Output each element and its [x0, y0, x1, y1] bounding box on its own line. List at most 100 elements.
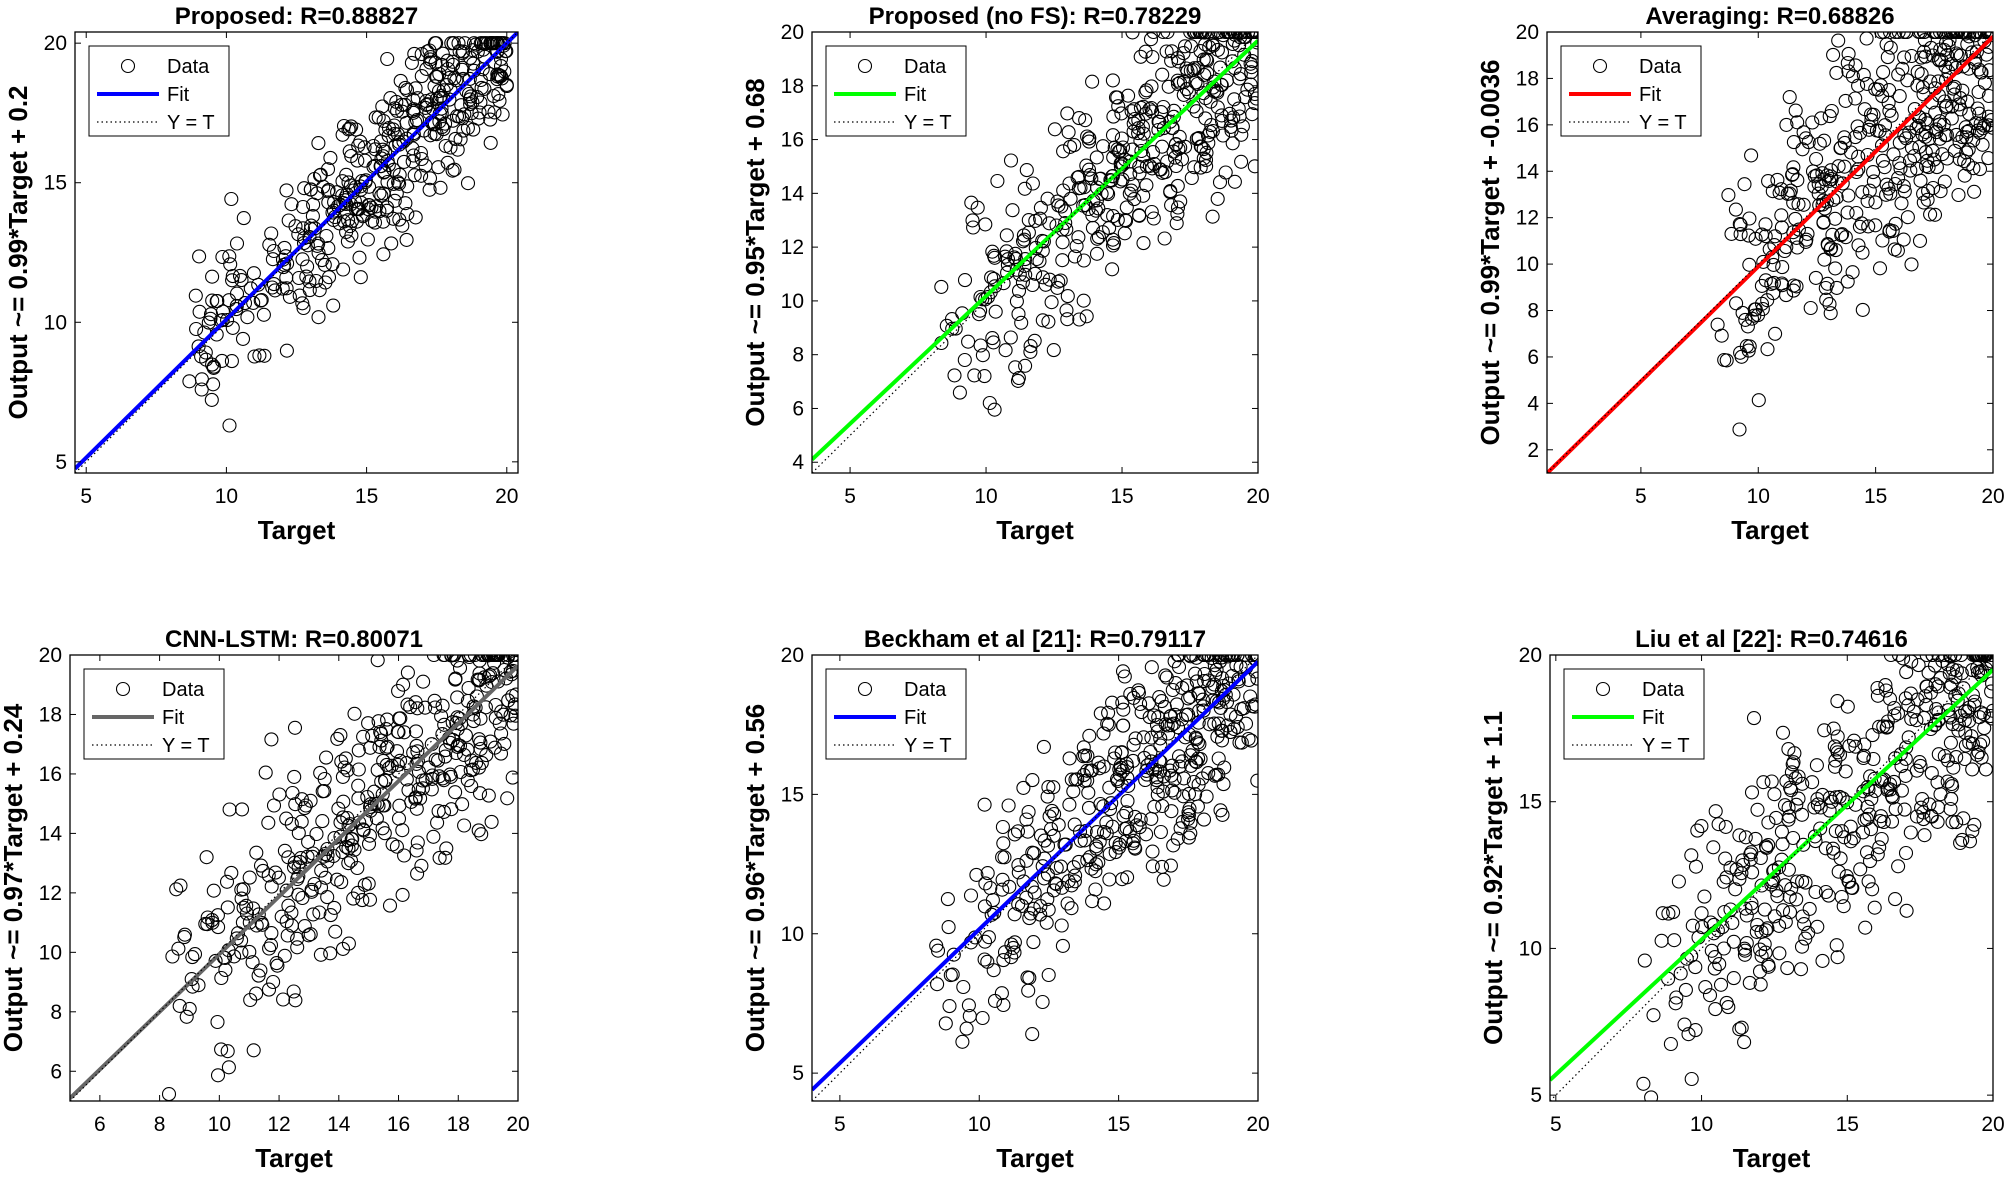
data-point: [1833, 141, 1848, 156]
data-point: [1080, 129, 1095, 144]
data-point: [302, 274, 317, 289]
data-point: [1794, 939, 1810, 954]
data-point: [1948, 655, 1963, 663]
data-point: [1942, 666, 1957, 681]
data-point: [1139, 178, 1154, 193]
data-point: [1187, 61, 1202, 76]
data-point: [331, 199, 346, 214]
chart-title: Proposed: R=0.88827: [175, 3, 418, 30]
data-point: [1183, 32, 1198, 40]
data-point: [323, 150, 338, 165]
data-point: [1864, 791, 1879, 807]
data-point: [1979, 47, 1993, 62]
data-point: [384, 236, 399, 251]
data-point: [957, 352, 972, 368]
data-point: [1789, 279, 1804, 294]
data-point: [1010, 824, 1026, 839]
data-point: [441, 61, 456, 77]
data-point: [1059, 303, 1074, 318]
data-point: [1027, 885, 1042, 900]
data-point: [1041, 967, 1056, 983]
data-point: [1200, 128, 1216, 143]
lines: [812, 32, 1258, 473]
data-point: [306, 907, 321, 922]
data-point: [327, 900, 342, 915]
x-tick-label: 20: [1981, 1113, 2004, 1136]
data-point: [1032, 254, 1047, 269]
data-point: [1927, 658, 1943, 673]
data-point: [409, 801, 424, 816]
y-tick-label: 20: [1516, 21, 1539, 44]
data-point: [1694, 819, 1709, 834]
data-point: [374, 733, 389, 748]
data-point: [333, 815, 348, 830]
data-point: [1184, 170, 1199, 186]
data-point: [1017, 232, 1032, 247]
data-point: [321, 241, 336, 256]
data-point: [1153, 764, 1168, 779]
data-point: [1824, 103, 1839, 119]
data-point: [1770, 889, 1785, 904]
data-point: [1919, 158, 1934, 174]
data-point: [1174, 152, 1190, 167]
data-point: [319, 228, 334, 244]
data-point: [1171, 749, 1187, 764]
data-point: [1171, 141, 1186, 157]
data-point: [1812, 198, 1827, 213]
data-point: [1774, 220, 1789, 235]
data-point: [266, 277, 281, 292]
data-point: [1183, 758, 1198, 773]
data-point: [1734, 866, 1749, 881]
data-point: [1055, 253, 1070, 268]
data-point: [1808, 884, 1823, 900]
data-point: [1182, 655, 1197, 663]
data-point: [450, 690, 465, 705]
data-point: [1756, 775, 1771, 790]
data-point: [1055, 938, 1070, 953]
data-point: [494, 704, 509, 719]
data-point: [1898, 691, 1913, 706]
data-point: [1742, 211, 1757, 226]
data-point: [1164, 198, 1179, 213]
data-point: [433, 180, 448, 195]
data-point: [1077, 833, 1092, 848]
data-point: [221, 1060, 236, 1075]
data-point: [1106, 236, 1122, 251]
data-point: [1932, 114, 1947, 129]
data-point: [431, 160, 446, 175]
data-point: [1196, 151, 1211, 166]
data-point: [1234, 127, 1249, 142]
data-point: [297, 801, 312, 816]
data-point: [1007, 907, 1022, 922]
data-point: [1811, 176, 1826, 192]
data-point: [1183, 748, 1198, 763]
data-point: [1058, 837, 1073, 852]
data-point: [1888, 32, 1903, 40]
data-point: [1165, 783, 1180, 798]
x-axis-label: Target: [1733, 1143, 1811, 1173]
x-tick-label: 5: [80, 485, 92, 508]
data-point: [1820, 168, 1835, 183]
data-point: [1820, 276, 1835, 291]
data-point: [1796, 837, 1811, 852]
data-point: [1803, 300, 1818, 316]
data-point: [1007, 935, 1022, 950]
data-point: [1738, 830, 1753, 845]
y-tick-label: 5: [1530, 1084, 1542, 1107]
data-point: [294, 792, 309, 807]
data-point: [1965, 824, 1980, 839]
data-point: [1859, 811, 1874, 826]
data-point: [1088, 203, 1104, 218]
data-point: [1923, 207, 1938, 222]
data-point: [375, 99, 390, 114]
data-point: [1758, 945, 1773, 960]
chart-title: Liu et al [22]: R=0.74616: [1635, 626, 1908, 653]
data-point: [1981, 88, 1993, 104]
data-point: [1197, 666, 1212, 682]
data-point: [1910, 692, 1925, 707]
data-point: [1084, 861, 1099, 876]
data-point: [1136, 188, 1151, 203]
data-point: [1076, 293, 1091, 308]
data-point: [1067, 138, 1082, 153]
data-point: [397, 848, 412, 863]
